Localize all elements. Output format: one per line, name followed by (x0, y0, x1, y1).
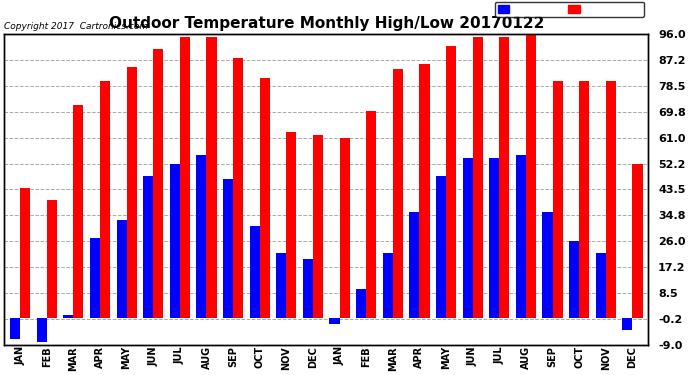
Bar (143, 176, 153, 318)
Bar (446, 46, 456, 318)
Bar (90, 238, 100, 318)
Bar (233, 58, 243, 318)
Bar (20, 188, 30, 318)
Bar (420, 63, 430, 318)
Title: Outdoor Temperature Monthly High/Low 20170122: Outdoor Temperature Monthly High/Low 201… (108, 16, 544, 32)
Bar (500, 37, 509, 318)
Bar (10, 318, 20, 339)
Bar (366, 111, 376, 318)
Bar (276, 253, 286, 318)
Bar (462, 158, 473, 318)
Bar (63, 315, 73, 318)
Bar (180, 37, 190, 318)
Legend: Low  (°F), High  (°F): Low (°F), High (°F) (495, 2, 644, 17)
Bar (595, 253, 606, 318)
Bar (393, 69, 403, 318)
Bar (153, 49, 164, 318)
Bar (622, 318, 633, 330)
Bar (329, 318, 339, 324)
Bar (473, 37, 483, 318)
Bar (250, 226, 259, 318)
Bar (170, 164, 180, 318)
Bar (356, 289, 366, 318)
Bar (73, 105, 83, 318)
Bar (436, 176, 446, 318)
Bar (339, 138, 350, 318)
Bar (206, 37, 217, 318)
Bar (542, 211, 553, 318)
Bar (569, 241, 579, 318)
Bar (489, 158, 500, 318)
Bar (259, 78, 270, 318)
Bar (303, 259, 313, 318)
Bar (37, 318, 47, 342)
Bar (633, 164, 642, 318)
Bar (223, 179, 233, 318)
Bar (47, 200, 57, 318)
Bar (197, 155, 206, 318)
Bar (516, 155, 526, 318)
Bar (606, 81, 616, 318)
Text: Copyright 2017  Cartronics.com: Copyright 2017 Cartronics.com (4, 22, 148, 31)
Bar (100, 81, 110, 318)
Bar (409, 211, 420, 318)
Bar (383, 253, 393, 318)
Bar (313, 135, 323, 318)
Bar (127, 66, 137, 318)
Bar (526, 34, 536, 318)
Bar (553, 81, 562, 318)
Bar (117, 220, 127, 318)
Bar (286, 132, 297, 318)
Bar (579, 81, 589, 318)
